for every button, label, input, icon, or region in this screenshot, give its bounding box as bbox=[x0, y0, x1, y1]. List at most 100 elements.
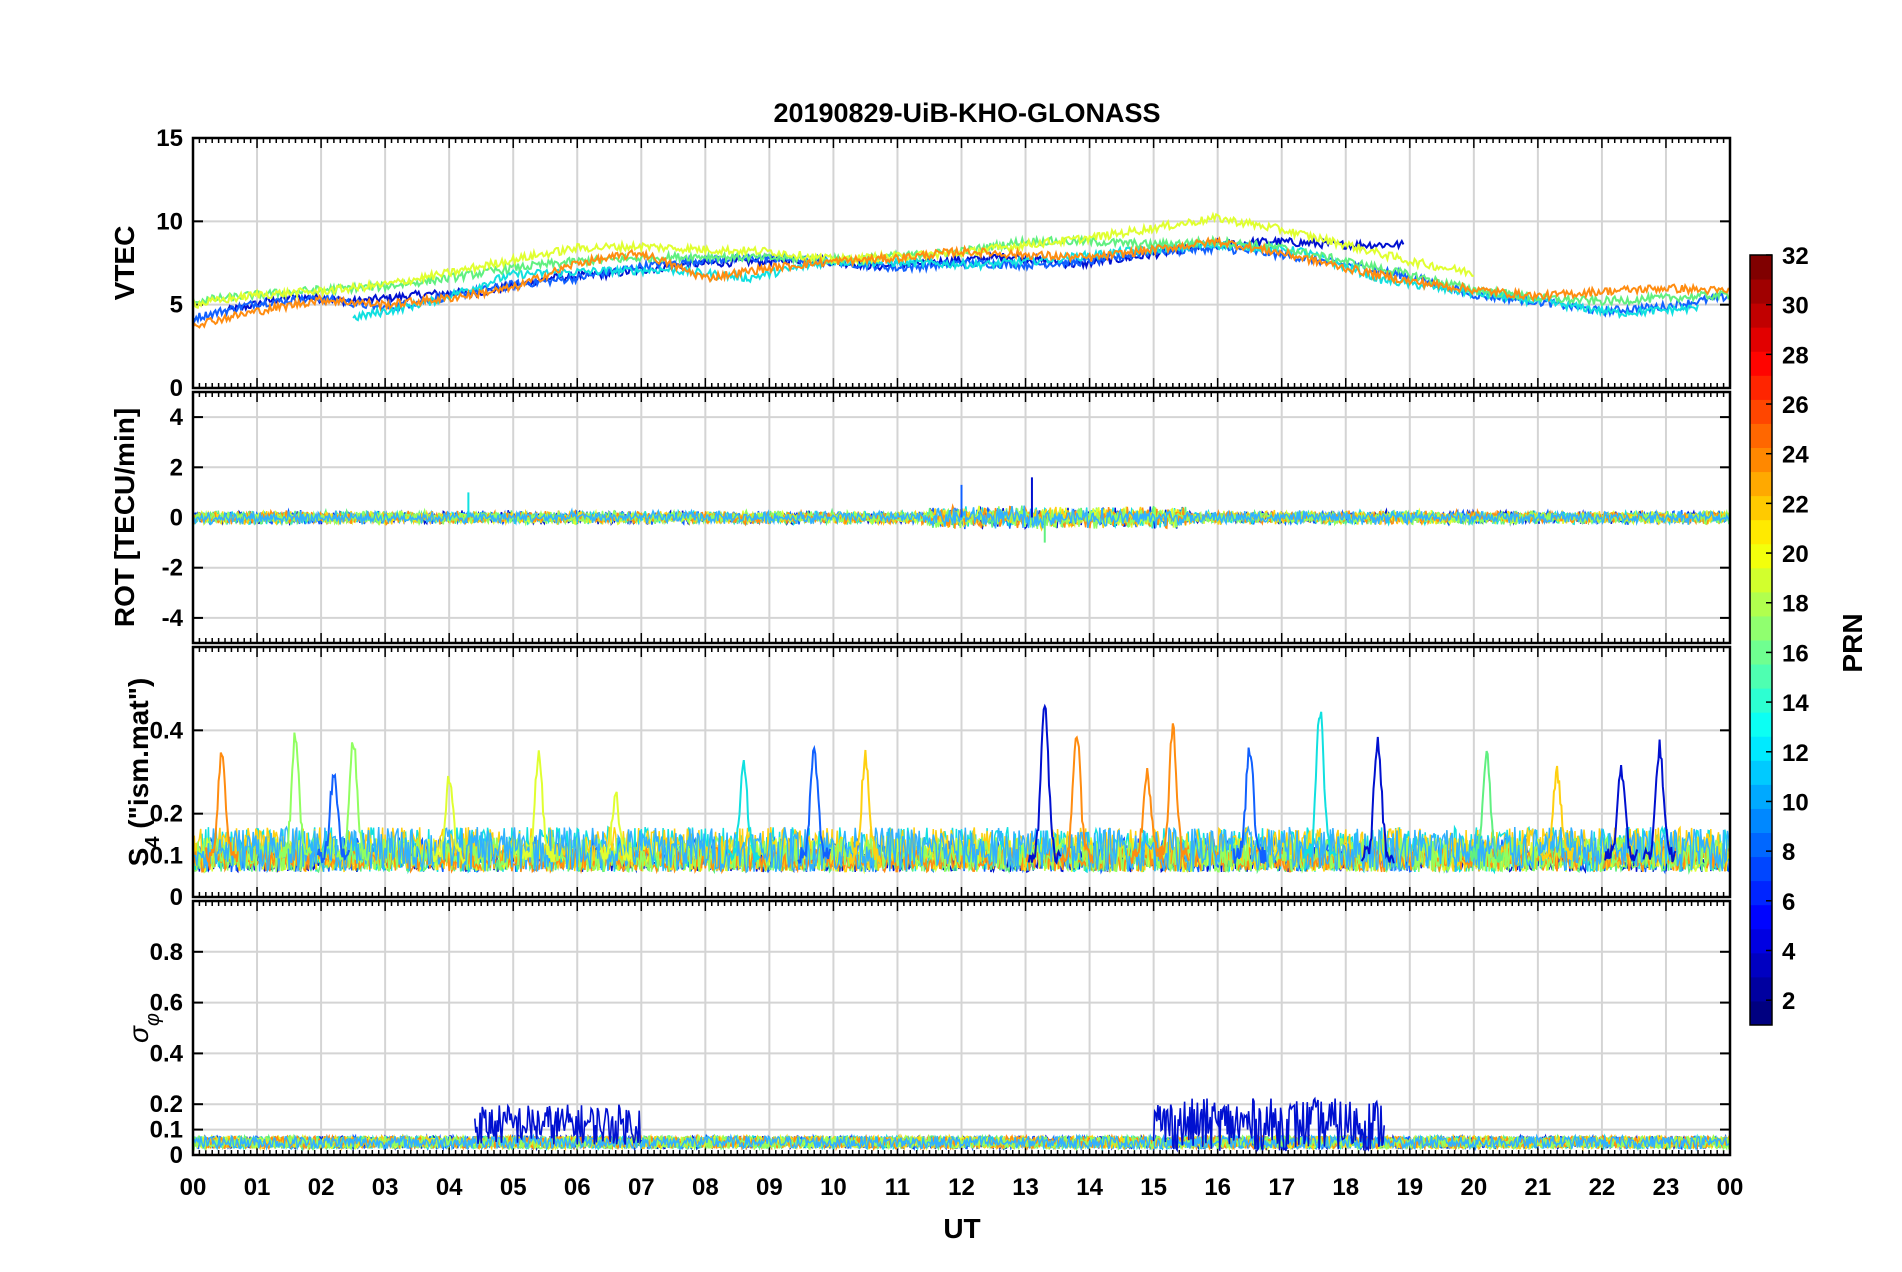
y-tick-label: 0.2 bbox=[150, 801, 183, 828]
elevated-segment bbox=[1152, 1096, 1385, 1153]
x-tick-label: 06 bbox=[564, 1174, 591, 1201]
series-line bbox=[193, 825, 1730, 874]
spike bbox=[1469, 750, 1504, 863]
colorbar-tick-label: 16 bbox=[1782, 640, 1809, 667]
colorbar-band bbox=[1750, 640, 1772, 665]
spike bbox=[316, 772, 351, 864]
y-tick-label: 0 bbox=[170, 375, 183, 402]
colorbar-band bbox=[1750, 519, 1772, 545]
x-tick-label: 20 bbox=[1460, 1174, 1487, 1201]
y-tick-label: 0.6 bbox=[150, 990, 183, 1017]
x-tick-label: 02 bbox=[308, 1174, 335, 1201]
panel-2: -4 -2 0 2 4 ROT [TECU/min] bbox=[109, 390, 1732, 645]
x-tick-label: 17 bbox=[1268, 1174, 1295, 1201]
x-tick-label: 07 bbox=[628, 1174, 655, 1201]
plot-area bbox=[193, 477, 1730, 543]
spike bbox=[1059, 735, 1094, 864]
y-tick-label: 0 bbox=[170, 884, 183, 911]
x-tick-label: 13 bbox=[1012, 1174, 1039, 1201]
colorbar-band bbox=[1750, 495, 1772, 521]
plot-area bbox=[193, 703, 1730, 875]
x-tick-label: 16 bbox=[1204, 1174, 1231, 1201]
y-tick-label: 0 bbox=[170, 505, 183, 532]
colorbar-band bbox=[1750, 736, 1772, 761]
colorbar-band bbox=[1750, 423, 1772, 448]
x-tick-label: 21 bbox=[1525, 1174, 1552, 1201]
series-line bbox=[193, 211, 1474, 309]
colorbar-tick-label: 12 bbox=[1782, 740, 1809, 767]
y-axis-label: σφ bbox=[123, 1013, 164, 1043]
panel-frame bbox=[191, 136, 1732, 390]
x-tick-label: 23 bbox=[1653, 1174, 1680, 1201]
spike bbox=[336, 742, 371, 862]
colorbar-tick-label: 32 bbox=[1782, 243, 1809, 270]
spike bbox=[1027, 703, 1062, 865]
colorbar-tick-label: 18 bbox=[1782, 591, 1809, 618]
y-tick-label: 0.2 bbox=[150, 1091, 183, 1118]
x-tick-label: 18 bbox=[1332, 1174, 1359, 1201]
x-tick-label: 00 bbox=[180, 1174, 207, 1201]
colorbar-band bbox=[1750, 447, 1772, 473]
y-axis-label: VTEC bbox=[109, 226, 140, 301]
x-tick-label: 12 bbox=[948, 1174, 975, 1201]
x-tick-label: 22 bbox=[1589, 1174, 1616, 1201]
colorbar-tick-label: 24 bbox=[1782, 442, 1809, 469]
colorbar-tick-label: 28 bbox=[1782, 342, 1809, 369]
colorbar-band bbox=[1750, 327, 1772, 352]
series-line bbox=[193, 1133, 1730, 1152]
x-tick-label: 01 bbox=[244, 1174, 271, 1201]
colorbar-band bbox=[1750, 567, 1772, 593]
y-tick-label: 0.4 bbox=[150, 717, 184, 744]
spike bbox=[1604, 765, 1639, 863]
series-line bbox=[193, 834, 1730, 874]
colorbar-band bbox=[1750, 543, 1772, 569]
colorbar-tick-label: 10 bbox=[1782, 789, 1809, 816]
panel-frame bbox=[191, 899, 1732, 1157]
y-tick-label: 2 bbox=[170, 454, 183, 481]
x-axis-label: UT bbox=[943, 1213, 980, 1244]
chart-title: 20190829-UiB-KHO-GLONASS bbox=[773, 98, 1160, 128]
x-tick-label: 03 bbox=[372, 1174, 399, 1201]
y-tick-label: 15 bbox=[156, 125, 183, 152]
colorbar-tick-label: 8 bbox=[1782, 839, 1795, 866]
colorbar-band bbox=[1750, 808, 1772, 833]
y-tick-label: -4 bbox=[162, 605, 184, 632]
colorbar-tick-label: 22 bbox=[1782, 491, 1809, 518]
colorbar-band bbox=[1750, 279, 1772, 304]
colorbar-band bbox=[1750, 976, 1772, 1002]
x-tick-label: 11 bbox=[885, 1174, 910, 1201]
x-tick-label: 08 bbox=[692, 1174, 719, 1201]
colorbar-band bbox=[1750, 471, 1772, 497]
x-tick-label: 05 bbox=[500, 1174, 527, 1201]
panel-frame bbox=[191, 645, 1732, 899]
colorbar-band bbox=[1750, 591, 1772, 617]
colorbar-band bbox=[1750, 1000, 1772, 1026]
colorbar-frame bbox=[1749, 254, 1773, 1026]
y-tick-label: 4 bbox=[170, 404, 184, 431]
y-tick-label: -2 bbox=[162, 555, 183, 582]
colorbar-band bbox=[1750, 303, 1772, 328]
colorbar-band bbox=[1750, 351, 1772, 376]
colorbar-band bbox=[1750, 832, 1772, 858]
spike bbox=[1232, 747, 1267, 864]
colorbar-band bbox=[1750, 375, 1772, 400]
y-tick-label: 10 bbox=[156, 208, 183, 235]
colorbar-band bbox=[1750, 255, 1772, 280]
colorbar-label: PRN bbox=[1837, 613, 1868, 672]
spike bbox=[432, 775, 466, 865]
colorbar-tick-label: 26 bbox=[1782, 392, 1809, 419]
x-tick-label: 10 bbox=[820, 1174, 847, 1201]
series-line bbox=[193, 235, 1730, 329]
x-tick-label: 15 bbox=[1140, 1174, 1167, 1201]
y-tick-label: 5 bbox=[170, 292, 183, 319]
colorbar-band bbox=[1750, 688, 1772, 713]
panel-frame bbox=[191, 390, 1732, 645]
panel-3: 0 0.1 0.2 0.4S4 ("ism.mat") bbox=[123, 645, 1732, 911]
series-line bbox=[352, 239, 1699, 322]
colorbar-band bbox=[1750, 760, 1772, 785]
spike bbox=[1155, 723, 1190, 862]
panel-1: 0 5 10 15 VTEC bbox=[109, 125, 1732, 402]
